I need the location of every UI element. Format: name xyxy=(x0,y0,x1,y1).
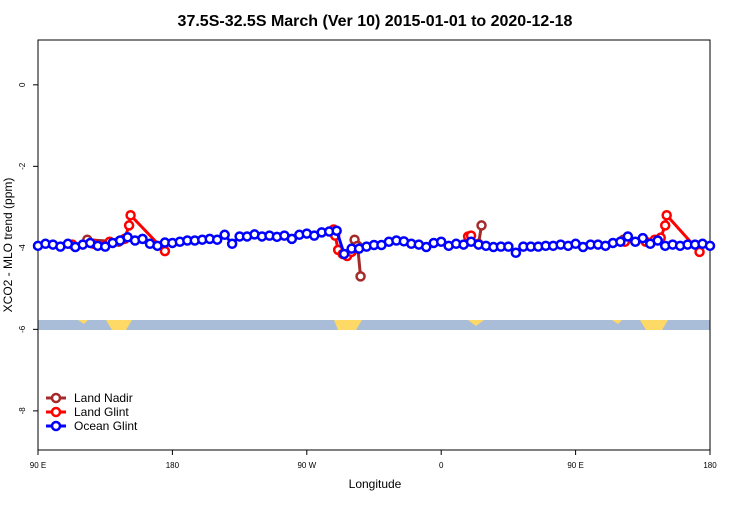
y-tick-label: -4 xyxy=(18,244,27,252)
data-point xyxy=(704,240,716,252)
legend-marker xyxy=(50,406,62,418)
data-point xyxy=(286,233,298,245)
legend-label: Ocean Glint xyxy=(74,419,138,433)
data-point xyxy=(661,209,672,221)
data-point xyxy=(637,232,649,244)
data-point xyxy=(226,238,238,250)
data-point xyxy=(622,231,634,242)
data-point xyxy=(355,271,366,282)
x-tick-label: 0 xyxy=(439,461,444,470)
data-point xyxy=(123,220,135,231)
x-tick-label: 180 xyxy=(703,461,717,470)
y-tick-label: -8 xyxy=(18,407,27,415)
legend-label: Land Nadir xyxy=(74,391,133,405)
data-point xyxy=(211,234,223,245)
x-axis-label: Longitude xyxy=(349,477,402,491)
legend-marker xyxy=(50,420,62,432)
data-point xyxy=(435,236,447,247)
data-point xyxy=(510,247,522,258)
data-point xyxy=(503,241,514,252)
data-point xyxy=(137,233,148,245)
data-point xyxy=(615,236,626,247)
data-point xyxy=(652,235,663,246)
data-point xyxy=(125,209,136,221)
x-tick-label: 90 W xyxy=(297,461,316,470)
chart-title: 37.5S-32.5S March (Ver 10) 2015-01-01 to… xyxy=(178,13,573,30)
data-point xyxy=(219,229,230,241)
data-point xyxy=(338,248,350,260)
y-axis-label: XCO2 - MLO trend (ppm) xyxy=(1,178,15,313)
data-point xyxy=(659,220,671,231)
legend-label: Land Glint xyxy=(74,405,129,419)
legend-marker xyxy=(50,392,62,404)
data-point xyxy=(159,245,171,257)
x-tick-label: 90 E xyxy=(30,461,46,470)
y-tick-label: -6 xyxy=(18,325,27,333)
y-tick-label: -2 xyxy=(18,162,27,170)
y-tick-label: 0 xyxy=(18,82,27,87)
data-point xyxy=(476,220,487,231)
map-strip xyxy=(38,320,710,330)
data-point xyxy=(331,225,342,236)
data-point xyxy=(421,241,432,253)
x-tick-label: 90 E xyxy=(567,461,583,470)
x-tick-label: 180 xyxy=(166,461,180,470)
